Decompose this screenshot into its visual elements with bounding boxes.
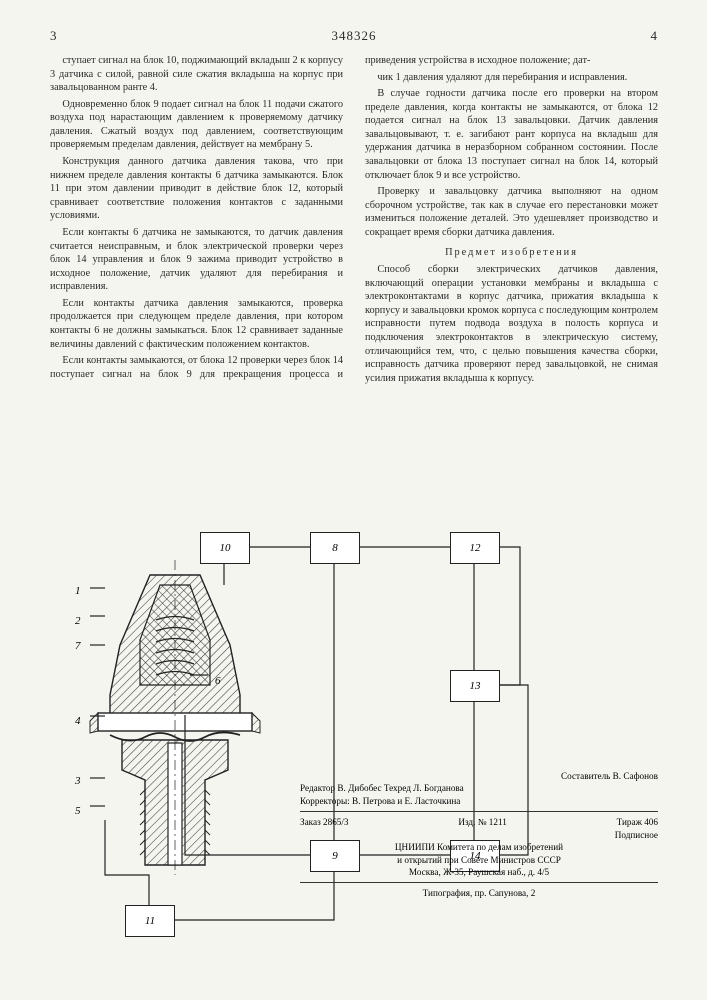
callout-6: 6 bbox=[215, 675, 221, 687]
org1: ЦНИИПИ Комитета по делам изобретений bbox=[300, 841, 658, 853]
callout-1: 1 bbox=[75, 585, 81, 597]
callout-2: 2 bbox=[75, 615, 81, 627]
col-num-left: 3 bbox=[50, 28, 58, 44]
tirazh: Тираж 406 bbox=[617, 816, 658, 828]
callout-4: 4 bbox=[75, 715, 81, 727]
para: Проверку и завальцовку датчика выполняют… bbox=[365, 185, 658, 239]
para: В случае годности датчика после его пров… bbox=[365, 87, 658, 182]
divider bbox=[300, 882, 658, 883]
para: Конструкция данного датчика давления так… bbox=[50, 155, 343, 223]
divider bbox=[300, 811, 658, 812]
typo: Типография, пр. Сапунова, 2 bbox=[300, 887, 658, 899]
callout-3: 3 bbox=[75, 775, 81, 787]
col-num-right: 4 bbox=[651, 28, 659, 44]
block-11: 11 bbox=[125, 905, 175, 937]
block-13: 13 bbox=[450, 670, 500, 702]
para: чик 1 давления удаляют для перебирания и… bbox=[365, 71, 658, 85]
sub: Подписное bbox=[300, 829, 658, 841]
print-row: Заказ 2865/3 Изд. № 1211 Тираж 406 bbox=[300, 816, 658, 828]
callout-7: 7 bbox=[75, 640, 81, 652]
block-8: 8 bbox=[310, 532, 360, 564]
izd: Изд. № 1211 bbox=[458, 816, 506, 828]
page: 3 348326 4 ступает сигнал на блок 10, по… bbox=[50, 28, 658, 385]
header: 3 348326 4 bbox=[50, 28, 658, 44]
para: Способ сборки электрических датчиков дав… bbox=[365, 263, 658, 385]
block-10: 10 bbox=[200, 532, 250, 564]
order: Заказ 2865/3 bbox=[300, 816, 349, 828]
doc-number: 348326 bbox=[332, 28, 377, 43]
block-12: 12 bbox=[450, 532, 500, 564]
body-wrapper: ступает сигнал на блок 10, поджимающий в… bbox=[50, 54, 658, 385]
para: ступает сигнал на блок 10, поджимающий в… bbox=[50, 54, 343, 95]
addr: Москва, Ж-35, Раушская наб., д. 4/5 bbox=[300, 866, 658, 878]
sensor-drawing bbox=[90, 560, 260, 875]
para: Если контакты 6 датчика не замыкаются, т… bbox=[50, 226, 343, 294]
colophon: Составитель В. Сафонов Редактор В. Дибоб… bbox=[300, 770, 658, 900]
claims-title: Предмет изобретения bbox=[365, 246, 658, 260]
para: Если контакты датчика давления замыкаютс… bbox=[50, 297, 343, 351]
org2: и открытий при Совете Министров СССР bbox=[300, 854, 658, 866]
para: Одновременно блок 9 подает сигнал на бло… bbox=[50, 98, 343, 152]
correctors: Корректоры: В. Петрова и Е. Ласточкина bbox=[300, 795, 658, 807]
body-columns: ступает сигнал на блок 10, поджимающий в… bbox=[50, 54, 658, 385]
callout-5: 5 bbox=[75, 805, 81, 817]
compiler: Составитель В. Сафонов bbox=[300, 770, 658, 782]
editors: Редактор В. Дибобес Техред Л. Богданова bbox=[300, 782, 658, 794]
